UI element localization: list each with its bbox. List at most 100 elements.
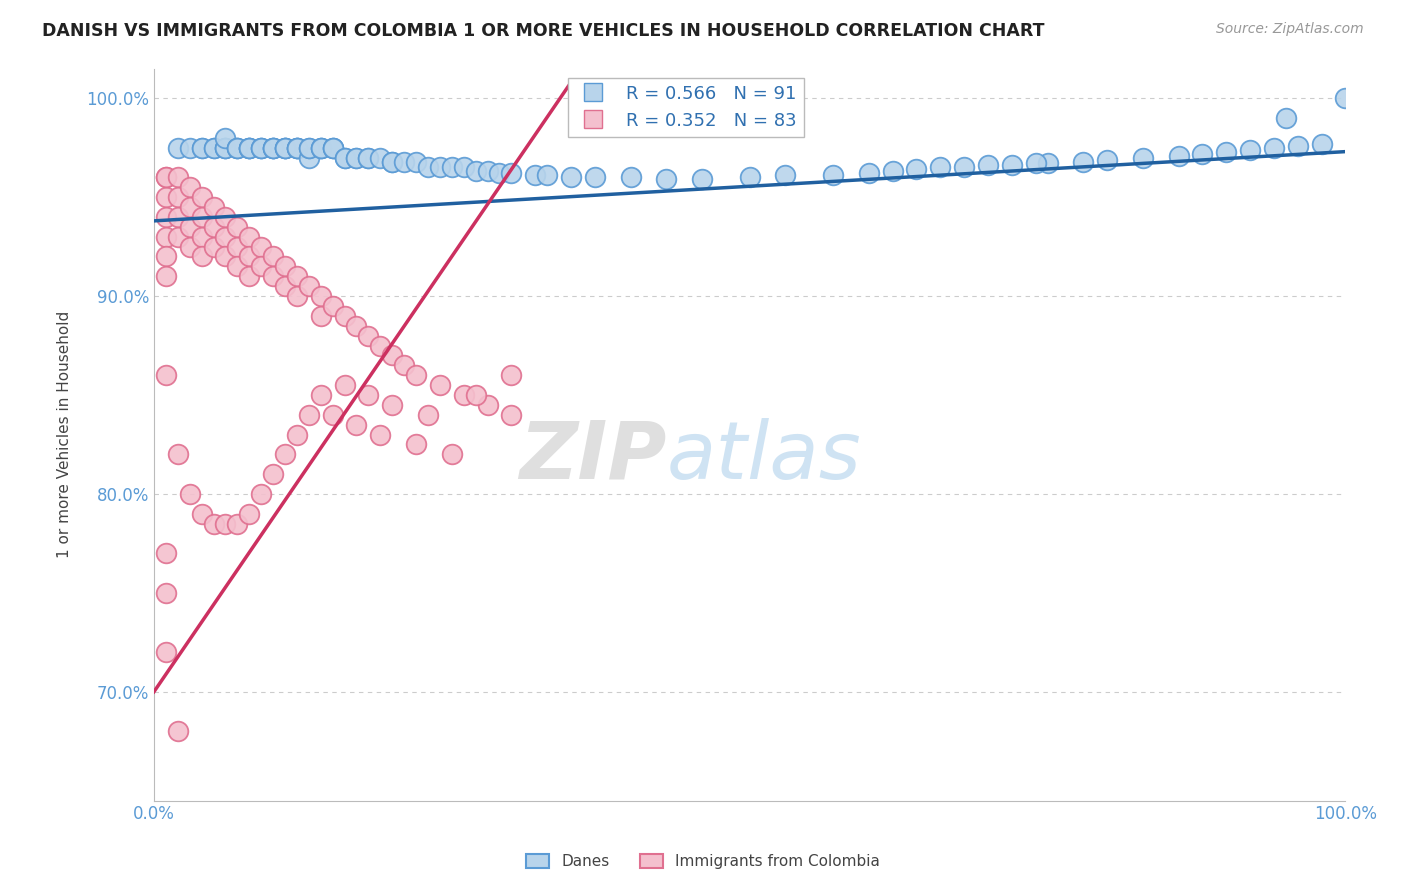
Point (166, 229, 188, 244)
Point (262, 141, 284, 155)
Point (501, 408, 523, 422)
Point (346, 151, 368, 165)
Point (1036, 156, 1059, 170)
Point (1275, 111, 1298, 125)
Point (190, 229, 212, 244)
Point (333, 151, 356, 165)
Point (524, 169, 547, 183)
Point (333, 378, 356, 392)
Point (405, 437, 427, 451)
Legend: Danes, Immigrants from Colombia: Danes, Immigrants from Colombia (520, 848, 886, 875)
Point (166, 141, 188, 155)
Point (226, 239, 249, 253)
Point (738, 170, 761, 185)
Point (238, 141, 260, 155)
Point (453, 161, 475, 175)
Point (274, 141, 297, 155)
Text: DANISH VS IMMIGRANTS FROM COLOMBIA 1 OR MORE VEHICLES IN HOUSEHOLD CORRELATION C: DANISH VS IMMIGRANTS FROM COLOMBIA 1 OR … (42, 22, 1045, 40)
Point (155, 586, 177, 600)
Point (392, 154, 415, 169)
Point (250, 239, 273, 253)
Point (285, 427, 308, 442)
Point (166, 190, 188, 204)
Point (155, 229, 177, 244)
Point (190, 141, 212, 155)
Point (285, 141, 308, 155)
Point (262, 141, 284, 155)
Point (1025, 156, 1047, 170)
Y-axis label: 1 or more Vehicles in Household: 1 or more Vehicles in Household (58, 311, 72, 558)
Point (309, 309, 332, 323)
Point (285, 141, 308, 155)
Point (464, 388, 486, 402)
Point (775, 169, 797, 183)
Point (155, 190, 177, 204)
Point (214, 229, 236, 244)
Point (202, 200, 225, 214)
Point (285, 289, 308, 303)
Point (416, 161, 439, 175)
Text: ZIP: ZIP (519, 417, 666, 496)
Point (858, 166, 880, 180)
Point (226, 219, 249, 234)
Point (274, 447, 297, 461)
Point (368, 151, 391, 165)
Point (250, 260, 273, 274)
Point (977, 159, 1000, 173)
Point (202, 141, 225, 155)
Point (214, 516, 236, 531)
Point (274, 141, 297, 155)
Point (309, 289, 332, 303)
Point (477, 164, 499, 178)
Point (202, 239, 225, 253)
Point (368, 338, 391, 352)
Point (322, 299, 344, 313)
Point (357, 151, 380, 165)
Point (381, 154, 404, 169)
Point (501, 368, 523, 383)
Point (274, 279, 297, 293)
Point (285, 141, 308, 155)
Point (190, 250, 212, 264)
Point (155, 250, 177, 264)
Point (250, 487, 273, 501)
Point (179, 200, 201, 214)
Point (214, 141, 236, 155)
Point (155, 210, 177, 224)
Point (322, 141, 344, 155)
Point (238, 141, 260, 155)
Point (274, 141, 297, 155)
Point (309, 141, 332, 155)
Point (1132, 151, 1154, 165)
Point (202, 516, 225, 531)
Point (381, 348, 404, 362)
Point (440, 447, 463, 461)
Point (179, 219, 201, 234)
Point (381, 398, 404, 412)
Point (214, 141, 236, 155)
Point (238, 141, 260, 155)
Point (190, 210, 212, 224)
Point (368, 427, 391, 442)
Point (929, 161, 952, 175)
Point (560, 170, 582, 185)
Point (309, 388, 332, 402)
Point (166, 724, 188, 739)
Point (322, 141, 344, 155)
Point (274, 141, 297, 155)
Point (1191, 146, 1213, 161)
Point (1001, 159, 1024, 173)
Point (298, 141, 321, 155)
Point (392, 359, 415, 373)
Point (357, 328, 380, 343)
Point (1095, 153, 1118, 167)
Point (226, 141, 249, 155)
Point (1310, 136, 1333, 151)
Point (155, 170, 177, 185)
Point (429, 378, 451, 392)
Point (346, 151, 368, 165)
Point (619, 170, 641, 185)
Point (488, 166, 510, 180)
Point (166, 210, 188, 224)
Point (202, 219, 225, 234)
